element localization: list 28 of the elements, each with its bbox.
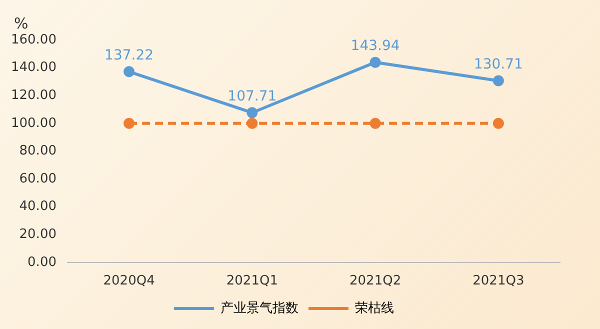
point [370, 118, 381, 129]
y-tick-label: 140.00 [10, 60, 56, 76]
legend-label: 荣枯线 [355, 300, 394, 316]
point [492, 118, 504, 129]
legend-label: 产业景气指数 [220, 300, 298, 316]
y-tick-label: 120.00 [10, 88, 56, 103]
x-tick-label: 2021Q1 [226, 274, 278, 289]
data-label: 130.71 [474, 56, 523, 72]
x-tick-label: 2021Q2 [350, 274, 402, 289]
point [246, 107, 258, 118]
point [492, 75, 504, 86]
data-label: 143.94 [350, 38, 400, 54]
point [124, 118, 135, 129]
data-label: 137.22 [104, 47, 154, 64]
point [124, 66, 135, 78]
point [246, 118, 258, 129]
x-tick-label: 2020Q4 [103, 274, 155, 289]
y-tick-label: 0.00 [28, 254, 56, 270]
data-label: 107.71 [228, 88, 277, 104]
y-tick-label: 20.00 [19, 226, 56, 242]
y-tick-label: 60.00 [19, 171, 56, 186]
y-tick-label: 100.00 [10, 116, 56, 131]
y-axis-title: % [14, 14, 28, 32]
y-tick-label: 40.00 [19, 199, 56, 214]
point [370, 56, 381, 68]
y-tick-label: 160.00 [10, 32, 56, 48]
y-tick-label: 80.00 [19, 144, 56, 159]
x-tick-label: 2021Q3 [472, 274, 524, 289]
